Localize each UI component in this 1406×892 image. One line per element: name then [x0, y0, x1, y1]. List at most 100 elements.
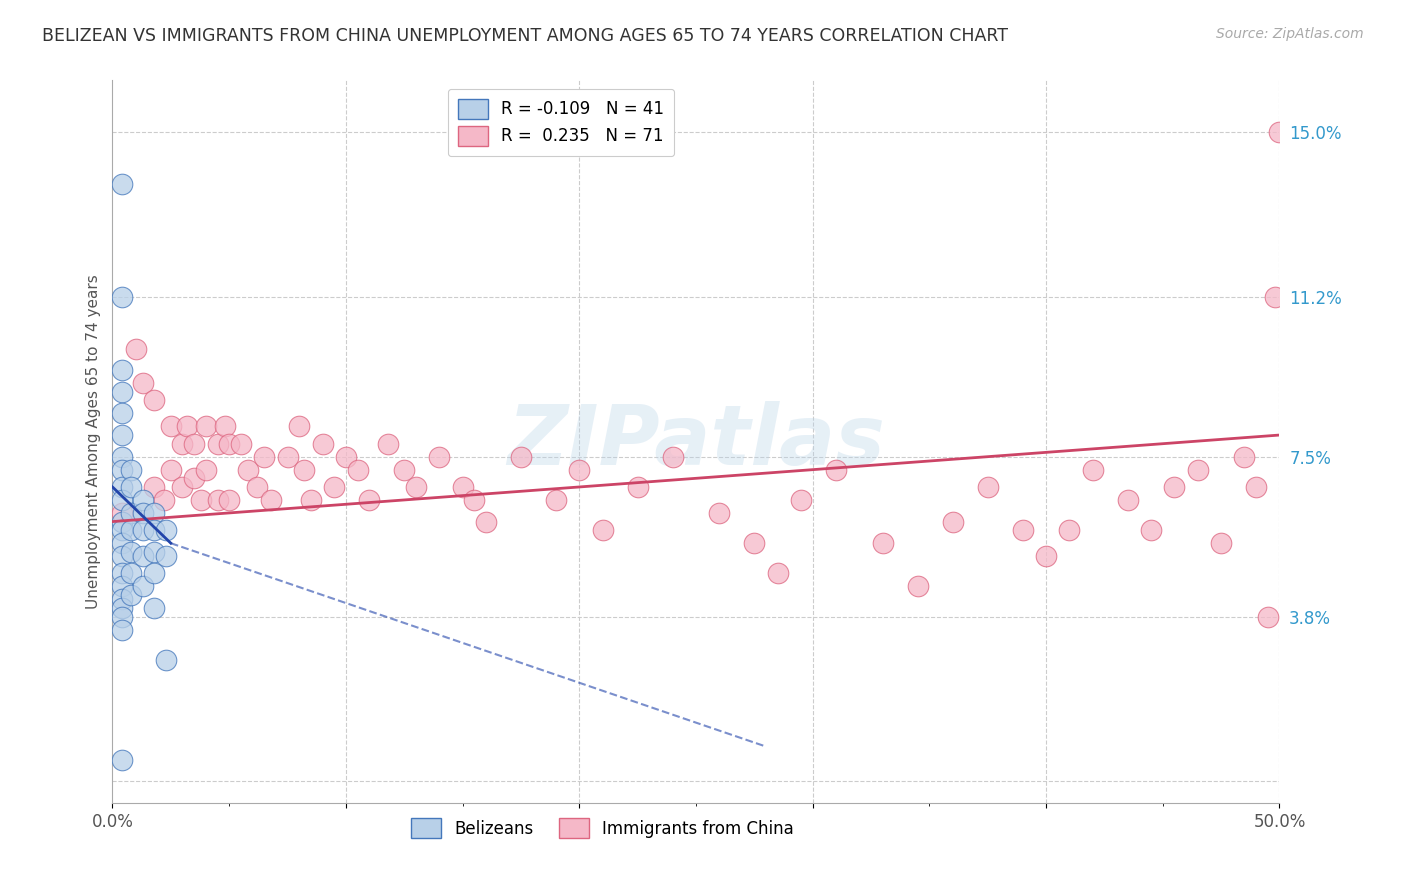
Text: BELIZEAN VS IMMIGRANTS FROM CHINA UNEMPLOYMENT AMONG AGES 65 TO 74 YEARS CORRELA: BELIZEAN VS IMMIGRANTS FROM CHINA UNEMPL… — [42, 27, 1008, 45]
Point — [143, 506, 166, 520]
Point — [172, 436, 194, 450]
Point — [288, 419, 311, 434]
Point — [111, 177, 134, 191]
Point — [218, 492, 240, 507]
Point — [744, 536, 766, 550]
Point — [120, 523, 142, 537]
Point — [872, 536, 894, 550]
Point — [1059, 523, 1081, 537]
Point — [394, 463, 416, 477]
Point — [1257, 609, 1279, 624]
Point — [592, 523, 614, 537]
Point — [132, 376, 155, 391]
Y-axis label: Unemployment Among Ages 65 to 74 years: Unemployment Among Ages 65 to 74 years — [86, 274, 101, 609]
Point — [218, 436, 240, 450]
Point — [236, 463, 259, 477]
Point — [183, 471, 205, 485]
Point — [292, 463, 315, 477]
Point — [143, 480, 166, 494]
Point — [544, 492, 567, 507]
Point — [143, 523, 166, 537]
Point — [405, 480, 427, 494]
Point — [661, 450, 683, 464]
Point — [143, 393, 166, 408]
Point — [132, 506, 155, 520]
Point — [155, 523, 177, 537]
Point — [111, 480, 134, 494]
Point — [1140, 523, 1163, 537]
Point — [194, 463, 217, 477]
Point — [1081, 463, 1104, 477]
Point — [111, 384, 134, 399]
Point — [323, 480, 346, 494]
Point — [160, 419, 183, 434]
Point — [214, 419, 236, 434]
Point — [160, 463, 183, 477]
Point — [155, 549, 177, 564]
Text: Source: ZipAtlas.com: Source: ZipAtlas.com — [1216, 27, 1364, 41]
Point — [1116, 492, 1139, 507]
Point — [111, 492, 134, 507]
Point — [627, 480, 650, 494]
Point — [111, 290, 134, 304]
Point — [120, 566, 142, 581]
Point — [463, 492, 485, 507]
Point — [709, 506, 731, 520]
Point — [976, 480, 998, 494]
Point — [111, 523, 134, 537]
Point — [253, 450, 276, 464]
Point — [125, 342, 148, 356]
Point — [346, 463, 368, 477]
Point — [120, 506, 142, 520]
Point — [111, 450, 134, 464]
Point — [427, 450, 450, 464]
Point — [299, 492, 322, 507]
Point — [1163, 480, 1185, 494]
Point — [111, 406, 134, 420]
Point — [111, 609, 134, 624]
Point — [111, 506, 134, 520]
Point — [1035, 549, 1057, 564]
Point — [111, 536, 134, 550]
Point — [311, 436, 333, 450]
Point — [1264, 290, 1286, 304]
Point — [246, 480, 269, 494]
Point — [260, 492, 283, 507]
Point — [111, 463, 134, 477]
Point — [111, 566, 134, 581]
Point — [766, 566, 789, 581]
Point — [143, 566, 166, 581]
Point — [120, 588, 142, 602]
Point — [143, 545, 166, 559]
Point — [111, 549, 134, 564]
Point — [132, 523, 155, 537]
Point — [155, 653, 177, 667]
Legend: Belizeans, Immigrants from China: Belizeans, Immigrants from China — [405, 812, 800, 845]
Point — [111, 601, 134, 615]
Point — [143, 601, 166, 615]
Point — [825, 463, 848, 477]
Point — [359, 492, 381, 507]
Point — [907, 579, 929, 593]
Point — [120, 463, 142, 477]
Point — [1187, 463, 1209, 477]
Point — [1209, 536, 1232, 550]
Point — [377, 436, 399, 450]
Point — [132, 579, 155, 593]
Point — [1233, 450, 1256, 464]
Point — [1268, 125, 1291, 139]
Point — [132, 492, 155, 507]
Point — [790, 492, 813, 507]
Point — [120, 480, 142, 494]
Point — [207, 492, 229, 507]
Point — [111, 515, 134, 529]
Point — [111, 579, 134, 593]
Point — [111, 592, 134, 607]
Point — [194, 419, 217, 434]
Point — [172, 480, 194, 494]
Point — [229, 436, 252, 450]
Point — [451, 480, 474, 494]
Text: ZIPatlas: ZIPatlas — [508, 401, 884, 482]
Point — [111, 363, 134, 377]
Point — [120, 545, 142, 559]
